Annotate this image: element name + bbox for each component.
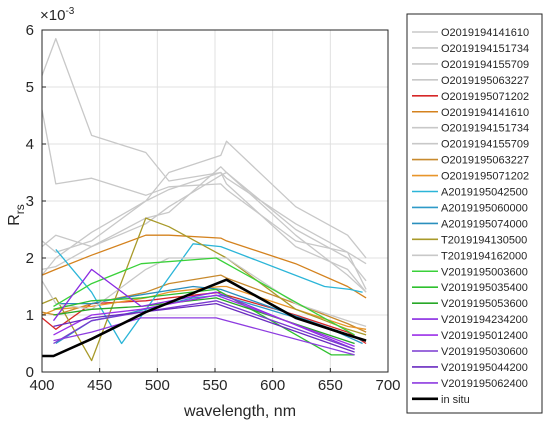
y-tick-label-4: 4	[26, 136, 34, 153]
legend-label-1: O2019194151734	[441, 43, 529, 55]
legend-label-8: O2019195063227	[441, 155, 529, 167]
y-axis-label: Rrs	[6, 204, 27, 226]
y-exponent: ×10-3	[40, 6, 75, 24]
y-axis-label-subscript: rs	[13, 204, 27, 214]
y-tick-label-5: 5	[26, 79, 34, 96]
series-line-4	[41, 291, 367, 345]
legend-label-15: V2019195003600	[441, 266, 528, 278]
legend-label-19: V2019195012400	[441, 330, 528, 342]
series-line-23	[42, 278, 367, 358]
series-line-7	[41, 171, 367, 265]
axis-ticks: 400 450 500 550 600 650 700 0 1 2 3 4 5 6	[26, 22, 401, 394]
x-tick-label-2: 500	[145, 377, 170, 394]
legend-label-13: T2019194130500	[441, 234, 527, 246]
legend-label-7: O2019194155709	[441, 139, 529, 151]
x-axis-label: wavelength, nm	[183, 403, 296, 420]
legend: O2019194141610 O2019194151734 O20191941557…	[406, 13, 543, 414]
x-tick-label-5: 650	[318, 377, 343, 394]
legend-label-0: O2019194141610	[441, 27, 529, 39]
series-line-9	[41, 285, 367, 330]
legend-label-16: V2019195035400	[441, 282, 528, 294]
x-tick-label-6: 700	[375, 377, 400, 394]
series-line-21	[53, 302, 355, 353]
y-exponent-base: ×10	[40, 7, 65, 24]
legend-label-23: in situ	[441, 394, 470, 406]
series-line-15	[53, 257, 355, 336]
y-tick-label-1: 1	[26, 307, 34, 324]
legend-label-10: A2019195042500	[441, 187, 528, 199]
legend-label-18: V2019194234200	[441, 314, 528, 326]
y-tick-label-3: 3	[26, 193, 34, 210]
series-line-22	[53, 317, 355, 356]
series-line-18	[52, 268, 355, 350]
legend-label-11: A2019195060000	[441, 202, 528, 214]
legend-label-3: O2019195063227	[441, 75, 529, 87]
x-tick-label-0: 400	[29, 377, 54, 394]
legend-label-20: V2019195030600	[441, 346, 528, 358]
legend-label-17: V2019195053600	[441, 298, 528, 310]
y-exponent-power: -3	[65, 6, 74, 17]
legend-label-22: V2019195062400	[441, 378, 528, 390]
series-line-0	[41, 37, 367, 293]
series-line-2	[41, 166, 367, 282]
legend-label-4: O2019195071202	[441, 91, 529, 103]
legend-label-21: V2019195044200	[441, 362, 528, 374]
legend-label-12: A2019195074000	[441, 218, 528, 230]
series-line-13	[41, 217, 367, 362]
legend-label-2: O2019194155709	[441, 59, 529, 71]
legend-entries: O2019194141610 O2019194151734 O20191941557…	[412, 27, 529, 406]
series-group	[41, 37, 367, 362]
series-line-5	[41, 234, 367, 299]
legend-label-14: T2019194162000	[441, 250, 527, 262]
series-line-8	[41, 274, 367, 333]
x-tick-label-3: 550	[202, 377, 227, 394]
series-line-16	[53, 288, 355, 356]
y-tick-label-6: 6	[26, 22, 34, 39]
x-tick-label-4: 600	[260, 377, 285, 394]
y-tick-label-2: 2	[26, 250, 34, 267]
y-tick-label-0: 0	[26, 364, 34, 381]
legend-label-9: O2019195071202	[441, 171, 529, 183]
x-tick-label-1: 450	[87, 377, 112, 394]
series-line-19	[53, 294, 355, 348]
legend-label-5: O2019194141610	[441, 107, 529, 119]
legend-label-6: O2019194151734	[441, 123, 529, 135]
series-line-6	[41, 171, 367, 293]
y-axis-label-main: R	[6, 214, 23, 226]
series-line-3	[41, 140, 367, 276]
series-line-1	[41, 109, 367, 290]
